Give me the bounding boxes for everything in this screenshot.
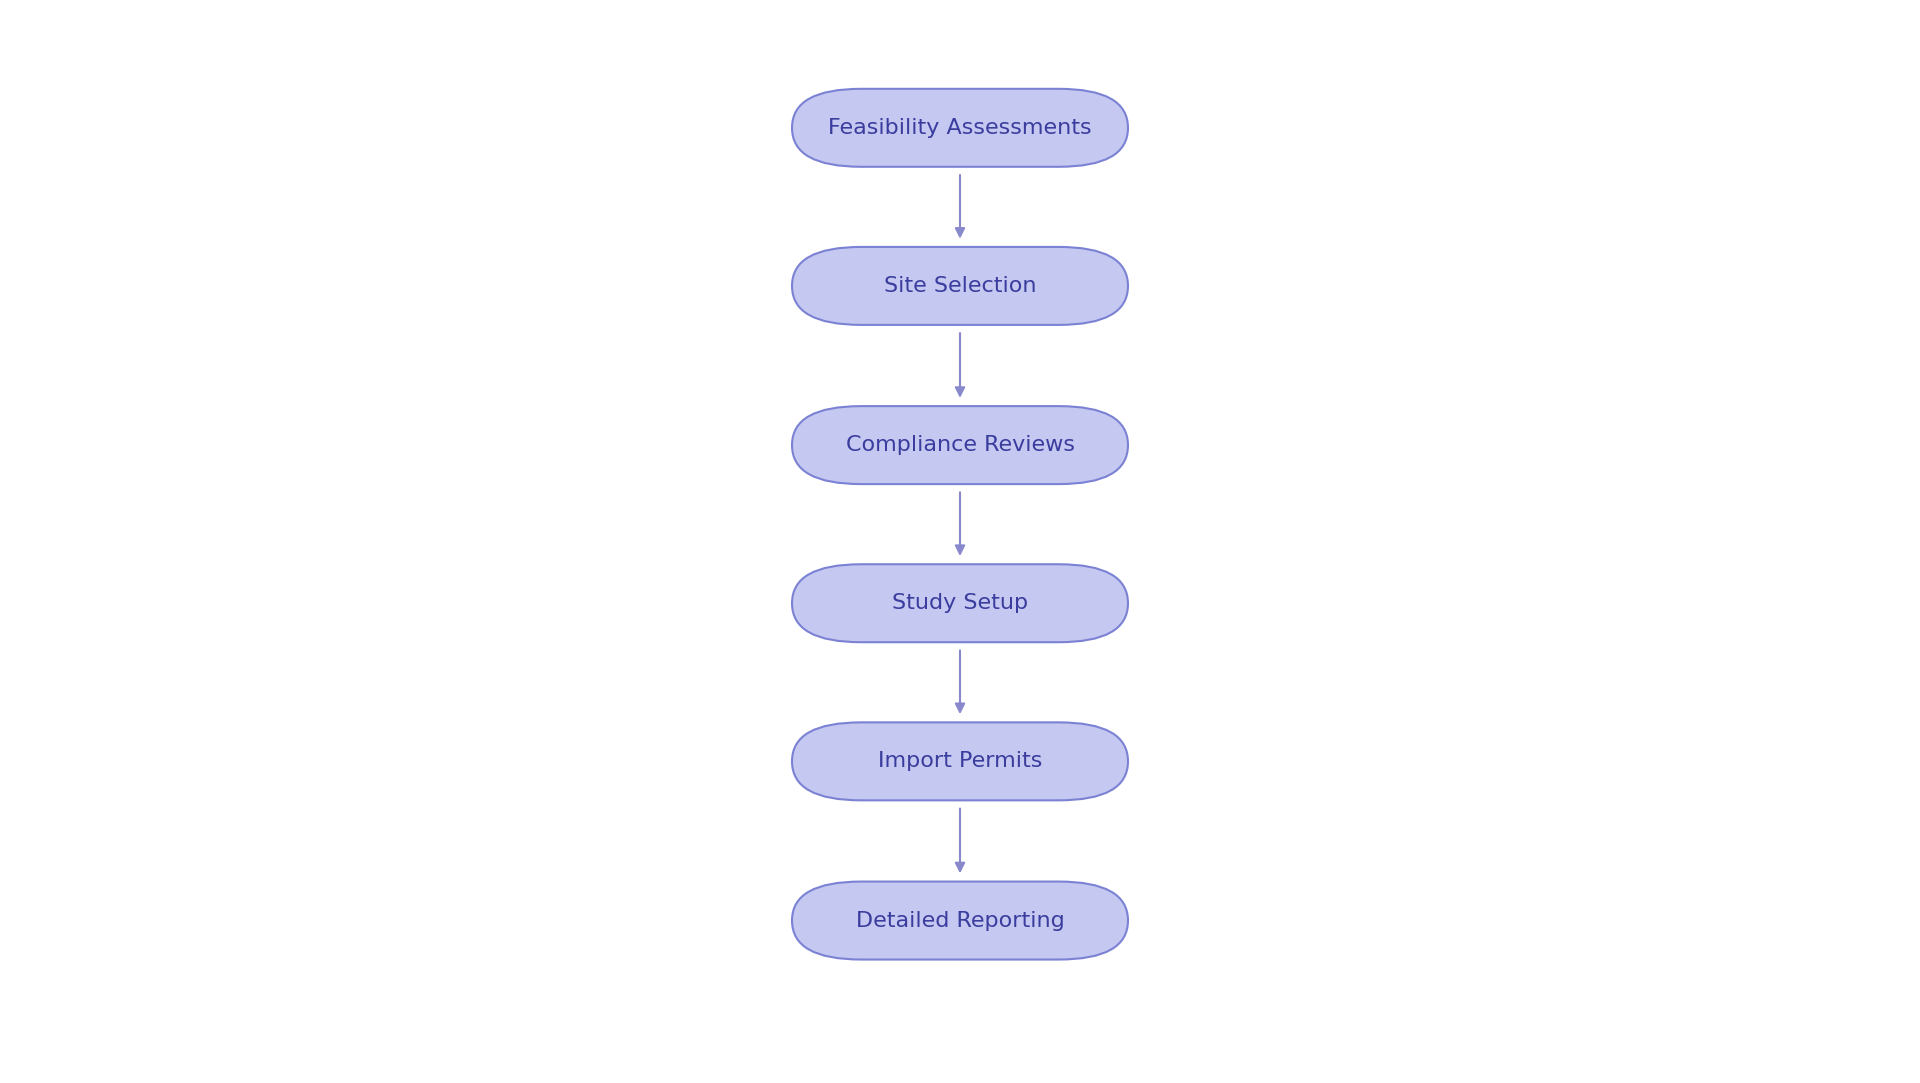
FancyBboxPatch shape (791, 882, 1127, 960)
Text: Study Setup: Study Setup (893, 593, 1027, 613)
Text: Site Selection: Site Selection (883, 276, 1037, 296)
FancyBboxPatch shape (791, 247, 1127, 325)
FancyBboxPatch shape (791, 564, 1127, 642)
FancyBboxPatch shape (791, 722, 1127, 800)
FancyBboxPatch shape (791, 406, 1127, 484)
FancyBboxPatch shape (791, 89, 1127, 167)
Text: Detailed Reporting: Detailed Reporting (856, 911, 1064, 930)
Text: Import Permits: Import Permits (877, 752, 1043, 771)
Text: Feasibility Assessments: Feasibility Assessments (828, 118, 1092, 138)
Text: Compliance Reviews: Compliance Reviews (845, 435, 1075, 455)
